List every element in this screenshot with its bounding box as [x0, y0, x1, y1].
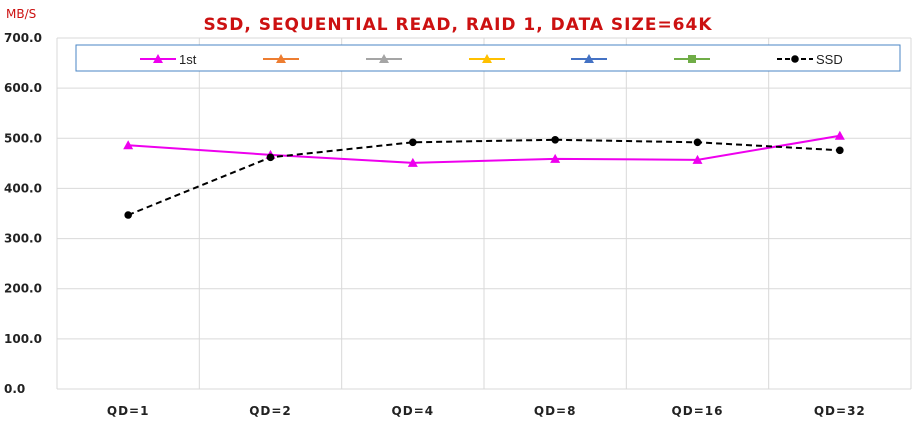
- data-point: [266, 153, 275, 162]
- x-tick-label: QD=2: [249, 404, 292, 418]
- data-point: [834, 130, 845, 140]
- legend-marker: [482, 54, 492, 63]
- data-point: [551, 135, 559, 144]
- chart-title: SSD, SEQUENTIAL READ, RAID 1, DATA SIZE=…: [203, 15, 712, 35]
- legend-marker: [584, 54, 594, 63]
- grid-lines: [56, 37, 912, 390]
- y-tick-label: 300.0: [4, 232, 42, 246]
- x-tick-label: QD=8: [534, 404, 577, 418]
- legend: 1st SSD: [75, 44, 901, 72]
- data-point: [693, 138, 702, 147]
- legend-item: [469, 54, 505, 63]
- series-line: [127, 138, 840, 216]
- legend-item: [366, 54, 402, 63]
- data-point: [123, 140, 134, 150]
- legend-marker: [153, 54, 163, 63]
- legend-item: 1st: [140, 52, 197, 67]
- legend-marker: [688, 55, 696, 63]
- legend-item: [571, 54, 607, 63]
- series-ssd: [124, 135, 844, 219]
- data-point: [407, 157, 418, 167]
- y-tick-label: 600.0: [4, 81, 42, 95]
- y-tick-label: 500.0: [4, 131, 42, 145]
- legend-item: [263, 54, 299, 63]
- series-line: [128, 134, 841, 164]
- y-axis-ticks: 0.0 100.0 200.0 300.0 400.0 500.0 600.0 700.0: [4, 31, 42, 396]
- x-tick-label: QD=32: [814, 404, 866, 418]
- legend-item: SSD: [777, 52, 843, 67]
- series-layer: [123, 130, 845, 219]
- data-point: [124, 211, 132, 219]
- y-axis-unit-label: MB/S: [6, 7, 36, 21]
- data-point: [692, 154, 703, 164]
- y-tick-label: 0.0: [4, 382, 25, 396]
- x-axis-ticks: QD=1 QD=2 QD=4 QD=8 QD=16 QD=32: [107, 404, 866, 418]
- data-point: [550, 153, 561, 163]
- y-tick-label: 400.0: [4, 181, 42, 195]
- legend-marker: [379, 54, 389, 63]
- y-tick-label: 100.0: [4, 332, 42, 346]
- legend-item: [674, 55, 710, 63]
- legend-marker: [276, 54, 286, 63]
- legend-label: 1st: [179, 52, 197, 67]
- data-point: [836, 146, 844, 155]
- data-point: [409, 138, 417, 147]
- x-tick-label: QD=4: [392, 404, 435, 418]
- legend-marker: [791, 55, 799, 63]
- x-tick-label: QD=1: [107, 404, 150, 418]
- legend-label: SSD: [816, 52, 843, 67]
- y-tick-label: 200.0: [4, 282, 42, 296]
- y-tick-label: 700.0: [4, 31, 42, 45]
- x-tick-label: QD=16: [672, 404, 724, 418]
